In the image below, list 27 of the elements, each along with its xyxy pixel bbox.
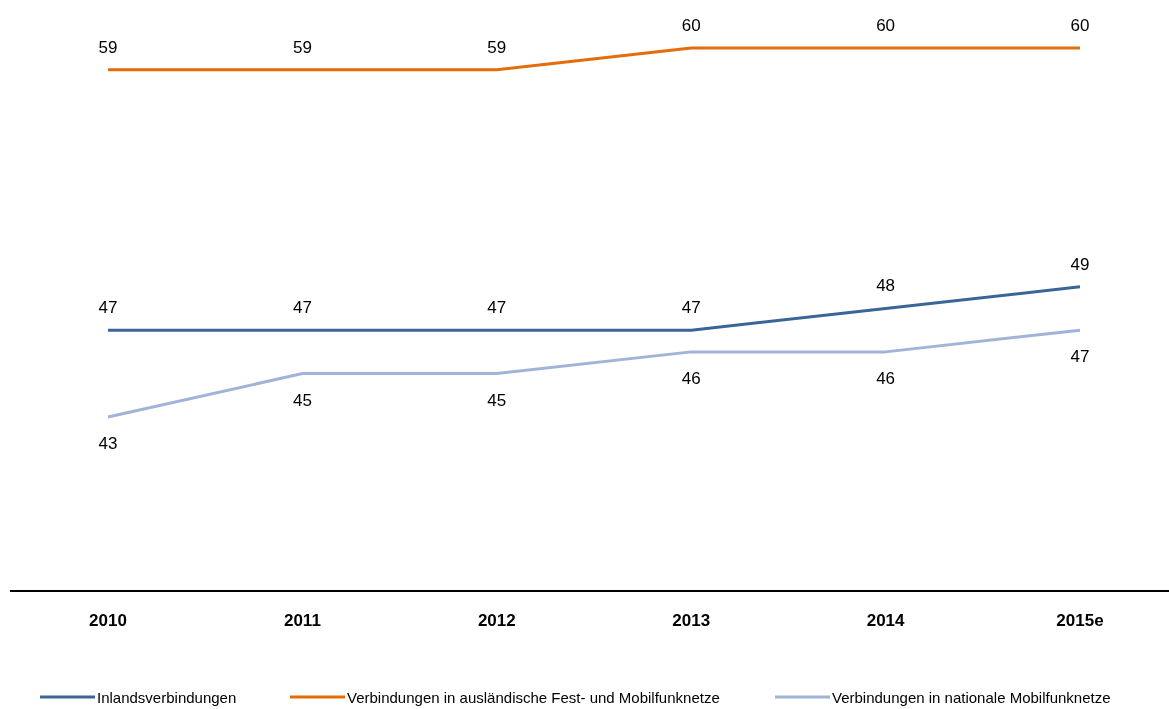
- x-tick-label: 2015e: [1056, 611, 1104, 630]
- data-label: 46: [876, 368, 896, 388]
- data-label: 60: [681, 16, 701, 35]
- data-label: 47: [487, 298, 507, 318]
- data-label: 43: [98, 434, 118, 453]
- data-label: 60: [876, 16, 896, 35]
- legend-label: Inlandsverbindungen: [97, 689, 237, 706]
- data-label: 49: [1070, 254, 1090, 274]
- data-label: 46: [681, 368, 701, 388]
- data-label: 47: [681, 298, 701, 318]
- x-tick-label: 2013: [672, 611, 711, 630]
- data-label: 48: [876, 276, 896, 296]
- data-label: 59: [98, 37, 118, 57]
- x-tick-label: 2012: [477, 611, 516, 630]
- data-label: 59: [487, 37, 507, 57]
- data-label: 47: [292, 298, 312, 318]
- data-label: 47: [1070, 347, 1090, 367]
- legend-label: Verbindungen in nationale Mobilfunknetze: [832, 689, 1111, 706]
- x-tick-label: 2010: [89, 611, 127, 630]
- x-tick-label: 2014: [866, 611, 906, 630]
- data-label: 47: [98, 298, 118, 318]
- data-label: 45: [487, 390, 507, 410]
- data-label: 59: [292, 37, 312, 57]
- data-label: 45: [292, 390, 312, 410]
- legend-label: Verbindungen in ausländische Fest- und Mobilfunknetze: [347, 689, 720, 706]
- data-label: 60: [1070, 16, 1090, 35]
- x-tick-label: 2011: [283, 611, 321, 630]
